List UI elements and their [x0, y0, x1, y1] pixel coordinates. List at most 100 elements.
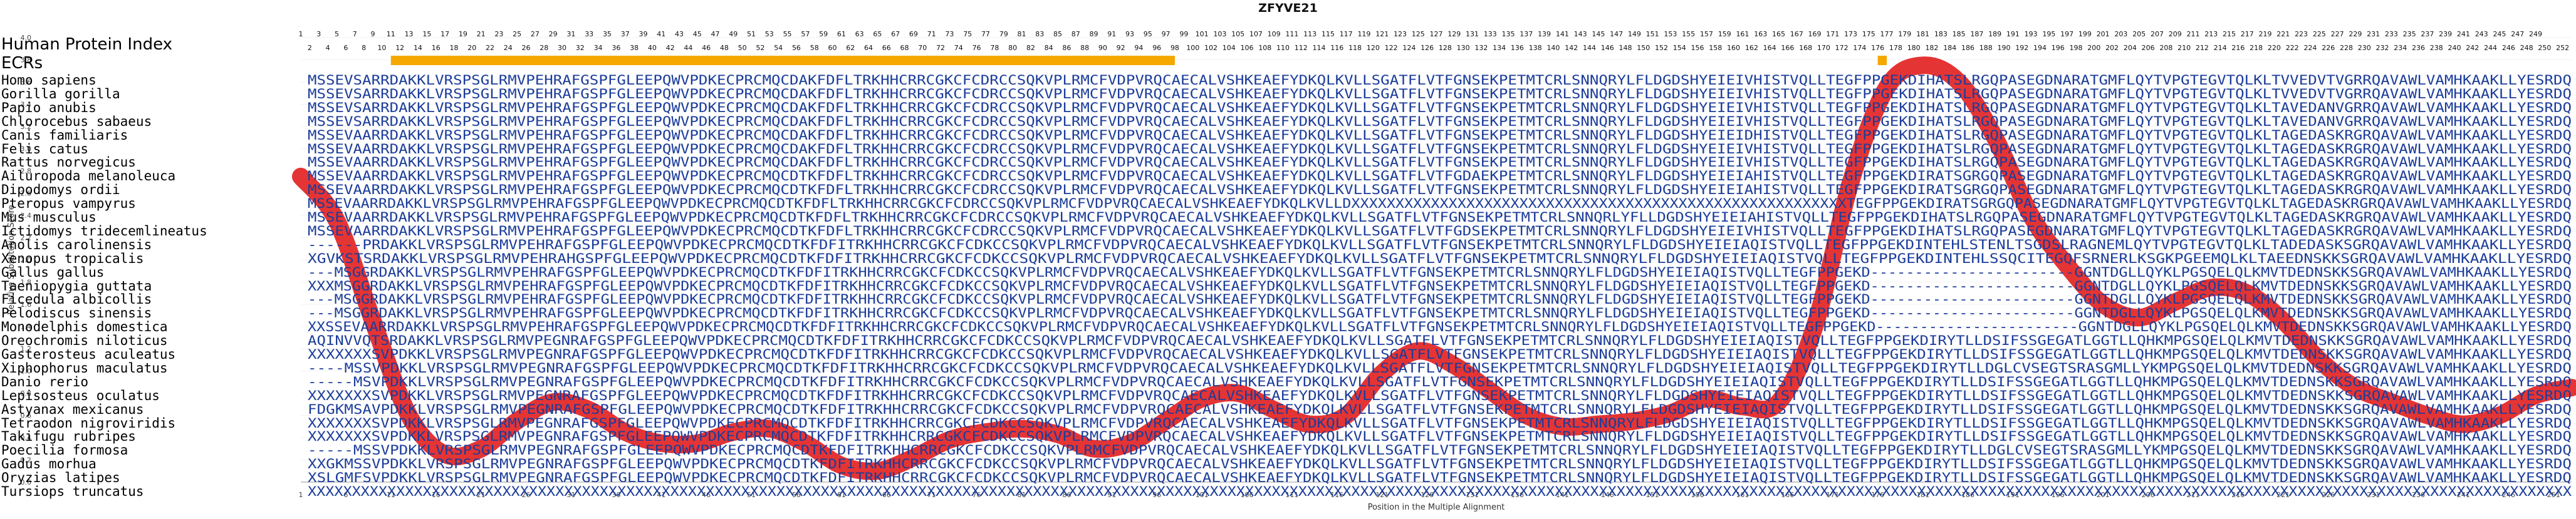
- top-position-number: 135: [1502, 30, 1515, 38]
- x-tick-label: 36: [612, 491, 620, 499]
- top-position-number: 246: [2502, 44, 2515, 52]
- x-tick-label: 76: [973, 491, 981, 499]
- top-position-number: 27: [531, 30, 540, 38]
- species-sequence: MSSEVAARRDAKKLVRSPSGLRMVPEHRAFGSPFGLEEPQ…: [308, 141, 2572, 157]
- species-name: Homo sapiens: [1, 73, 96, 88]
- top-position-number: 20: [467, 44, 476, 52]
- species-sequence: MSSEVSARRDAKKLVRSPSGLRMVPEHRAFGSPFGLEEPQ…: [308, 86, 2572, 101]
- x-tick-label: 41: [657, 491, 665, 499]
- top-position-number: 2: [308, 44, 312, 52]
- top-position-number: 86: [1062, 44, 1071, 52]
- top-position-number: 223: [2295, 30, 2308, 38]
- top-position-number: 129: [1447, 30, 1461, 38]
- top-position-number: 36: [612, 44, 620, 52]
- top-position-number: 170: [1817, 44, 1830, 52]
- top-position-number: 11: [387, 30, 395, 38]
- species-sequence: XXGKMSSVPDKKLVRSPSGLRMVPEGNRAFGSPFGLEEPQ…: [308, 456, 2572, 472]
- top-position-number: 219: [2259, 30, 2272, 38]
- top-position-number: 15: [422, 30, 431, 38]
- y-tick-label: 3.8: [21, 56, 32, 64]
- top-position-number: 126: [1421, 44, 1434, 52]
- top-position-number: 134: [1493, 44, 1506, 52]
- top-position-number: 117: [1340, 30, 1353, 38]
- x-tick-label: 236: [2412, 491, 2425, 499]
- species-name: Poecilia formosa: [1, 443, 128, 458]
- top-position-number: 159: [1718, 30, 1731, 38]
- top-position-number: 210: [2177, 44, 2191, 52]
- top-position-number: 241: [2457, 30, 2470, 38]
- species-name: Chlorocebus sabaeus: [1, 113, 152, 129]
- top-position-number: 175: [1862, 30, 1875, 38]
- species-sequence: FDGKMSAVPDKKLVRSPSGLRMVPEGNRAFGSPFGLEEPQ…: [308, 401, 2572, 417]
- top-position-number: 112: [1295, 44, 1308, 52]
- species-sequence: MSSEVAARRDAKKLVRSPSGLRMVPEHRAFGSPFGLEEPQ…: [308, 155, 2572, 170]
- x-tick-label: 226: [2322, 491, 2335, 499]
- top-position-number: 48: [720, 44, 729, 52]
- x-tick-label: 211: [2187, 491, 2200, 499]
- top-position-number: 69: [909, 30, 918, 38]
- top-position-number: 222: [2286, 44, 2299, 52]
- top-position-number: 75: [963, 30, 972, 38]
- species-name: Ficedula albicollis: [1, 292, 152, 307]
- x-tick-label: 231: [2367, 491, 2380, 499]
- top-position-number: 206: [2142, 44, 2155, 52]
- top-position-number: 16: [432, 44, 441, 52]
- top-position-number: 140: [1546, 44, 1560, 52]
- species-name: Felis catus: [1, 141, 89, 157]
- top-position-number: 84: [1045, 44, 1053, 52]
- top-position-number: 168: [1799, 44, 1812, 52]
- top-position-number: 38: [630, 44, 639, 52]
- species-sequence: MSSEVAARRDAKKLVRSPSGLRMVPEHRAFGSPFGLEEPQ…: [308, 182, 2572, 198]
- top-position-number: 49: [729, 30, 738, 38]
- top-position-number: 78: [990, 44, 999, 52]
- top-position-number: 212: [2196, 44, 2209, 52]
- species-name: Takifugu rubripes: [1, 429, 136, 444]
- top-position-number: 230: [2358, 44, 2371, 52]
- top-position-number: 136: [1511, 44, 1524, 52]
- top-position-number: 154: [1673, 44, 1686, 52]
- top-position-number: 92: [1117, 44, 1125, 52]
- top-position-number: 233: [2385, 30, 2398, 38]
- species-sequence: -----MSSVPDKKLVRSPSGLRMVPEGNRAFGSPFGLEEP…: [308, 443, 2572, 458]
- top-position-number: 61: [837, 30, 846, 38]
- top-position-number: 198: [2070, 44, 2083, 52]
- y-tick-label: 2.0: [21, 256, 32, 264]
- top-position-number: 242: [2466, 44, 2479, 52]
- top-position-number: 227: [2331, 30, 2344, 38]
- species-sequence: MSSEVSARRDAKKLVRSPSGLRMVPEHRAFGSPFGLEEPQ…: [308, 100, 2572, 115]
- x-tick-label: 221: [2276, 491, 2290, 499]
- top-position-number: 165: [1772, 30, 1785, 38]
- ecrs-label: ECRs: [1, 54, 43, 73]
- top-position-number: 111: [1285, 30, 1298, 38]
- species-name: Ailuropoda melanoleuca: [1, 168, 176, 184]
- top-position-number: 73: [945, 30, 954, 38]
- top-position-number: 10: [377, 44, 386, 52]
- x-tick-label: 116: [1330, 491, 1343, 499]
- y-tick-label: 0.0: [21, 478, 32, 486]
- species-sequence: MSSEVAARRDAKKLVRSPSGLRMVPEHRAFGSPFGLEEPQ…: [308, 168, 2572, 184]
- top-position-number: 245: [2493, 30, 2506, 38]
- top-position-number: 98: [1171, 44, 1179, 52]
- top-position-number: 151: [1646, 30, 1659, 38]
- top-position-number: 132: [1474, 44, 1488, 52]
- y-tick-label: 0.4: [21, 434, 32, 442]
- top-position-number: 169: [1808, 30, 1822, 38]
- top-position-number: 56: [792, 44, 801, 52]
- top-position-number: 43: [675, 30, 684, 38]
- top-position-number: 103: [1213, 30, 1226, 38]
- top-position-number: 60: [828, 44, 837, 52]
- top-position-number: 17: [441, 30, 449, 38]
- species-name: Pelodiscus sinensis: [1, 306, 152, 321]
- species-name: Pteropus vampyrus: [1, 196, 136, 212]
- top-position-number: 252: [2556, 44, 2569, 52]
- top-position-number: 197: [2060, 30, 2073, 38]
- x-tick-label: 111: [1285, 491, 1298, 499]
- top-position-number: 3: [316, 30, 321, 38]
- top-position-number: 182: [1925, 44, 1938, 52]
- top-position-number: 235: [2403, 30, 2416, 38]
- x-tick-label: 131: [1466, 491, 1479, 499]
- top-position-number: 45: [693, 30, 702, 38]
- top-position-number: 7: [353, 30, 357, 38]
- y-tick-label: 3.6: [21, 78, 32, 86]
- top-position-number: 211: [2187, 30, 2200, 38]
